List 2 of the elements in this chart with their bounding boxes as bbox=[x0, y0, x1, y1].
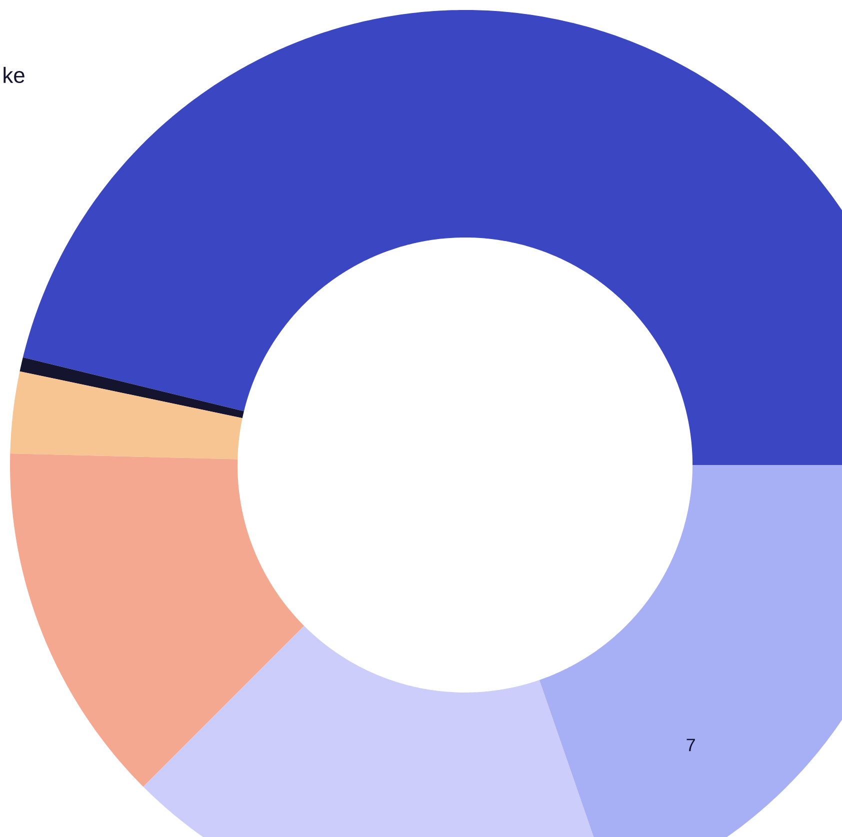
text: 7 bbox=[686, 738, 695, 752]
text: ke bbox=[4, 66, 24, 84]
